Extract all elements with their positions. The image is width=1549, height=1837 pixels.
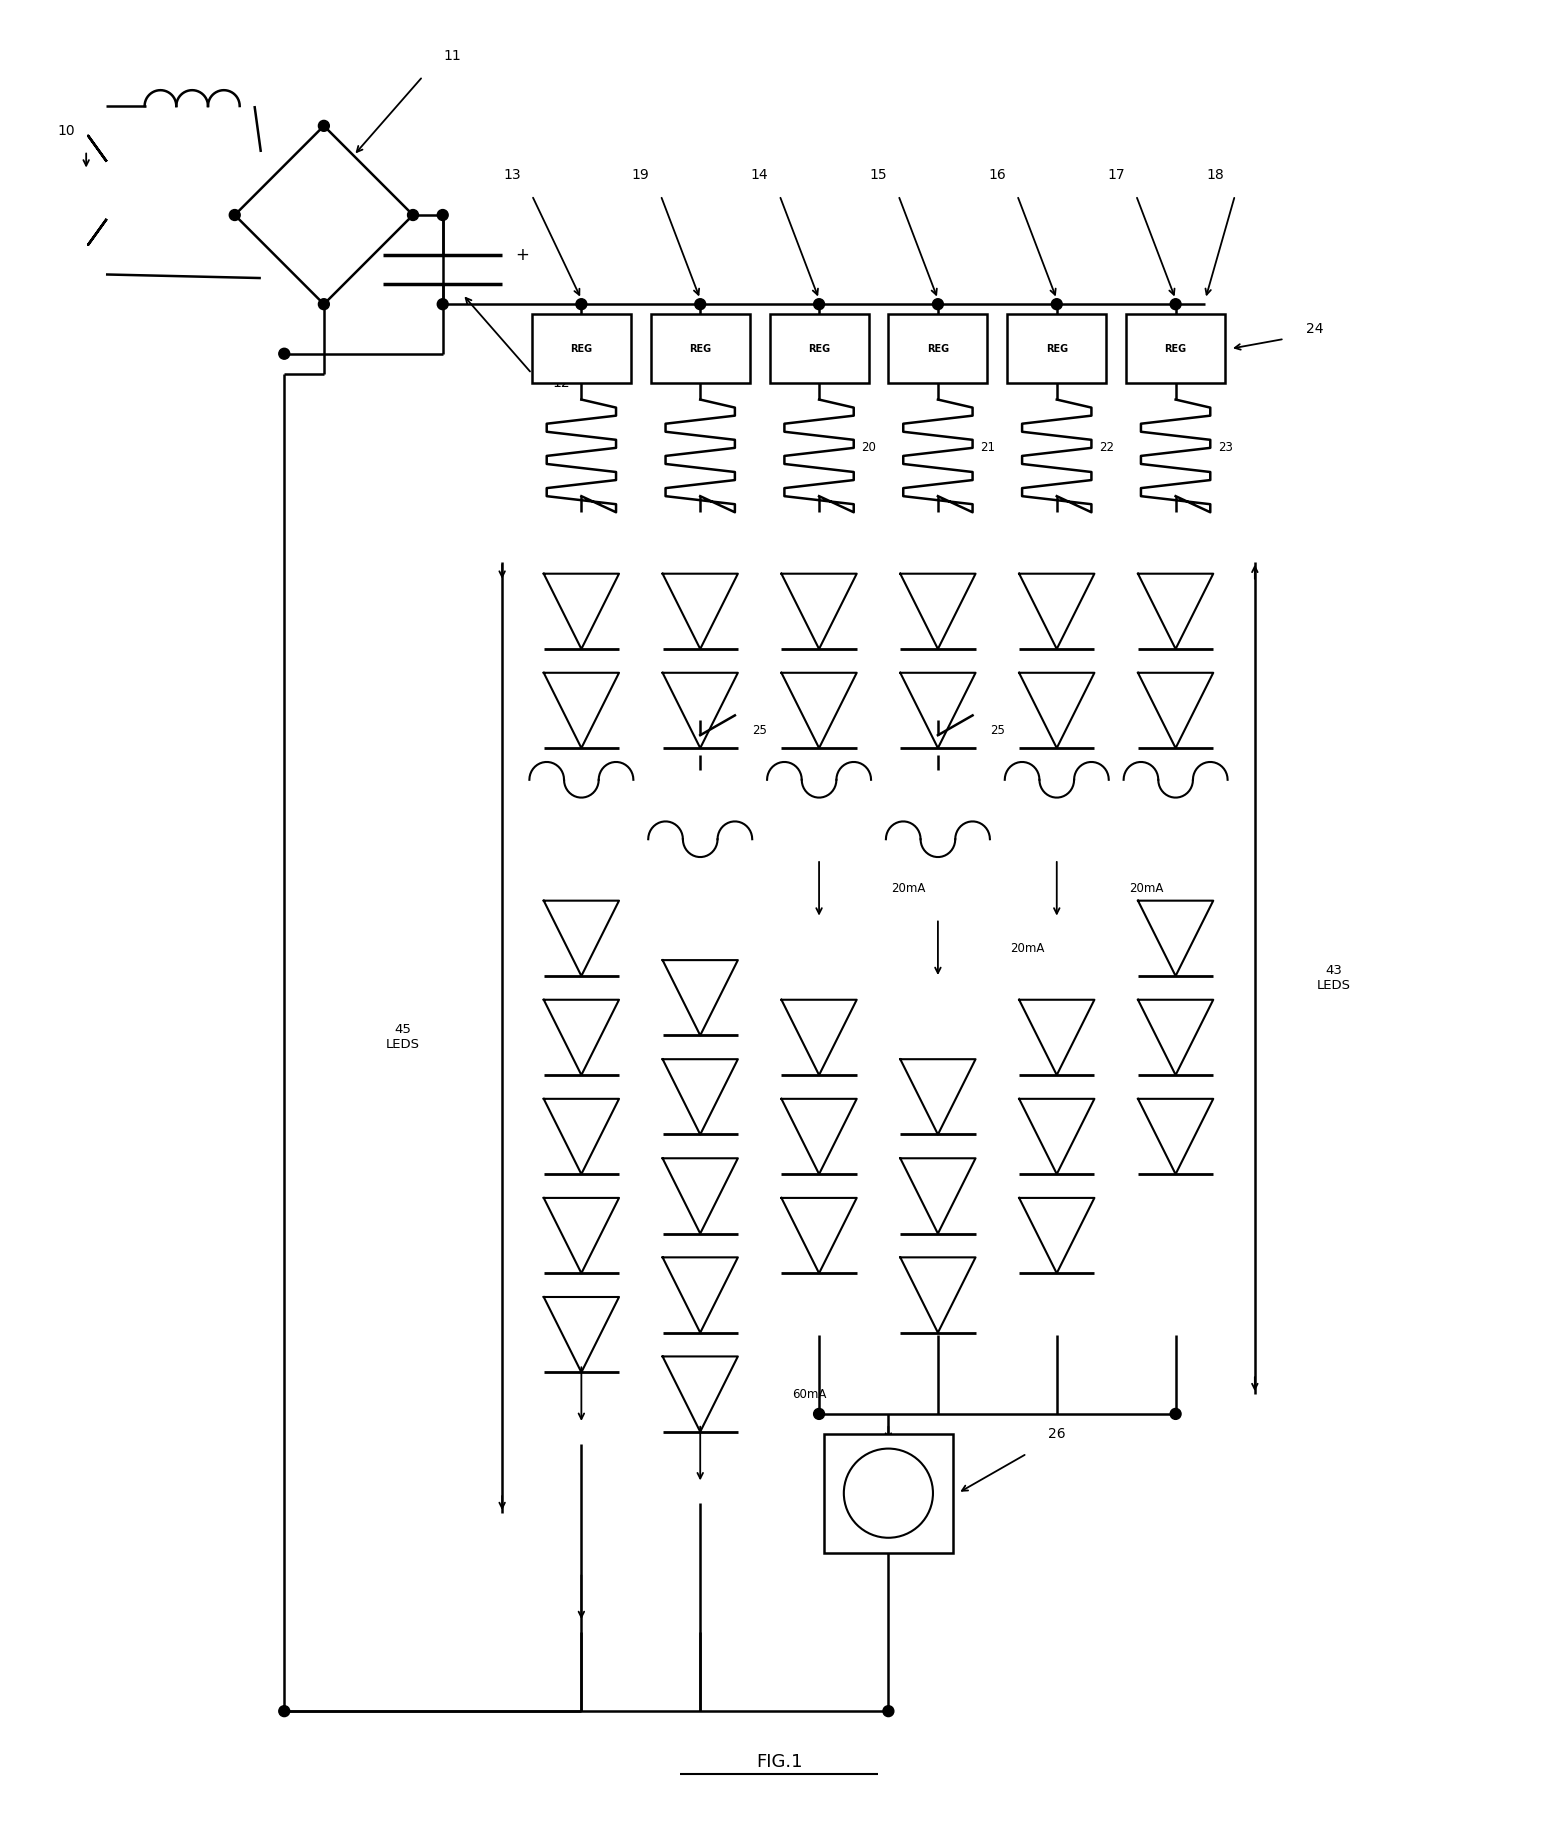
Text: REG: REG [809, 344, 830, 355]
Polygon shape [1019, 999, 1095, 1075]
Polygon shape [544, 1099, 620, 1174]
Bar [531, 314, 630, 384]
Text: 11: 11 [443, 50, 462, 64]
Text: 19: 19 [632, 169, 649, 182]
Polygon shape [900, 1159, 976, 1234]
Polygon shape [544, 999, 620, 1075]
Circle shape [932, 299, 943, 310]
Circle shape [576, 299, 587, 310]
Polygon shape [1139, 672, 1213, 748]
Polygon shape [781, 573, 857, 648]
Text: 14: 14 [751, 169, 768, 182]
Polygon shape [1139, 1099, 1213, 1174]
Polygon shape [900, 573, 976, 648]
Bar [770, 314, 869, 384]
Circle shape [696, 299, 706, 310]
Circle shape [883, 1707, 894, 1716]
Text: 23: 23 [1218, 441, 1233, 454]
Polygon shape [544, 1198, 620, 1273]
Bar [889, 314, 987, 384]
Polygon shape [781, 1099, 857, 1174]
Text: 17: 17 [1108, 169, 1125, 182]
Polygon shape [663, 573, 737, 648]
Text: 25: 25 [990, 724, 1005, 737]
Polygon shape [663, 961, 737, 1036]
Polygon shape [663, 1356, 737, 1431]
Bar [1126, 314, 1225, 384]
Circle shape [229, 209, 240, 220]
Text: +: + [514, 246, 528, 265]
Circle shape [1052, 299, 1063, 310]
Text: 10: 10 [57, 123, 76, 138]
Polygon shape [1019, 1099, 1095, 1174]
Circle shape [437, 209, 448, 220]
Polygon shape [1139, 573, 1213, 648]
Text: 24: 24 [1306, 321, 1323, 336]
Polygon shape [781, 999, 857, 1075]
Polygon shape [663, 672, 737, 748]
Polygon shape [544, 573, 620, 648]
Polygon shape [900, 672, 976, 748]
Polygon shape [1019, 1198, 1095, 1273]
Polygon shape [663, 1159, 737, 1234]
Text: REG: REG [1046, 344, 1067, 355]
Text: 60mA: 60mA [792, 1387, 826, 1400]
Text: 43
LEDS: 43 LEDS [1317, 964, 1351, 992]
Polygon shape [544, 900, 620, 975]
Text: 20mA: 20mA [891, 882, 925, 895]
Text: 22: 22 [1098, 441, 1114, 454]
Polygon shape [781, 1198, 857, 1273]
Text: FIG.1: FIG.1 [756, 1752, 802, 1771]
Text: REG: REG [1165, 344, 1187, 355]
Circle shape [319, 299, 330, 310]
Circle shape [1169, 299, 1180, 310]
Polygon shape [1019, 573, 1095, 648]
Circle shape [1169, 1409, 1180, 1420]
Polygon shape [900, 1257, 976, 1332]
Text: 16: 16 [988, 169, 1007, 182]
Polygon shape [781, 672, 857, 748]
Circle shape [437, 299, 448, 310]
Bar [1007, 314, 1106, 384]
Circle shape [319, 121, 330, 130]
Text: REG: REG [570, 344, 592, 355]
Text: 20: 20 [861, 441, 877, 454]
Text: 25: 25 [753, 724, 767, 737]
Circle shape [279, 1707, 290, 1716]
Text: REG: REG [689, 344, 711, 355]
Circle shape [279, 349, 290, 360]
Circle shape [813, 1409, 824, 1420]
Polygon shape [544, 1297, 620, 1372]
Circle shape [407, 209, 418, 220]
Text: 45
LEDS: 45 LEDS [386, 1023, 420, 1051]
Text: 13: 13 [503, 169, 520, 182]
Polygon shape [663, 1060, 737, 1135]
Circle shape [813, 299, 824, 310]
Text: REG: REG [926, 344, 950, 355]
Text: 18: 18 [1207, 169, 1224, 182]
Text: 12: 12 [553, 377, 570, 391]
Circle shape [844, 1449, 932, 1538]
Text: 21: 21 [981, 441, 994, 454]
Bar [651, 314, 750, 384]
Text: 20mA: 20mA [1010, 942, 1044, 955]
Polygon shape [900, 1060, 976, 1135]
Polygon shape [1139, 999, 1213, 1075]
Text: 15: 15 [869, 169, 888, 182]
Polygon shape [663, 1257, 737, 1332]
Polygon shape [1019, 672, 1095, 748]
Text: 26: 26 [1049, 1427, 1066, 1440]
Polygon shape [544, 672, 620, 748]
Text: 20mA: 20mA [1129, 882, 1163, 895]
Polygon shape [1139, 900, 1213, 975]
Bar [824, 1433, 953, 1552]
